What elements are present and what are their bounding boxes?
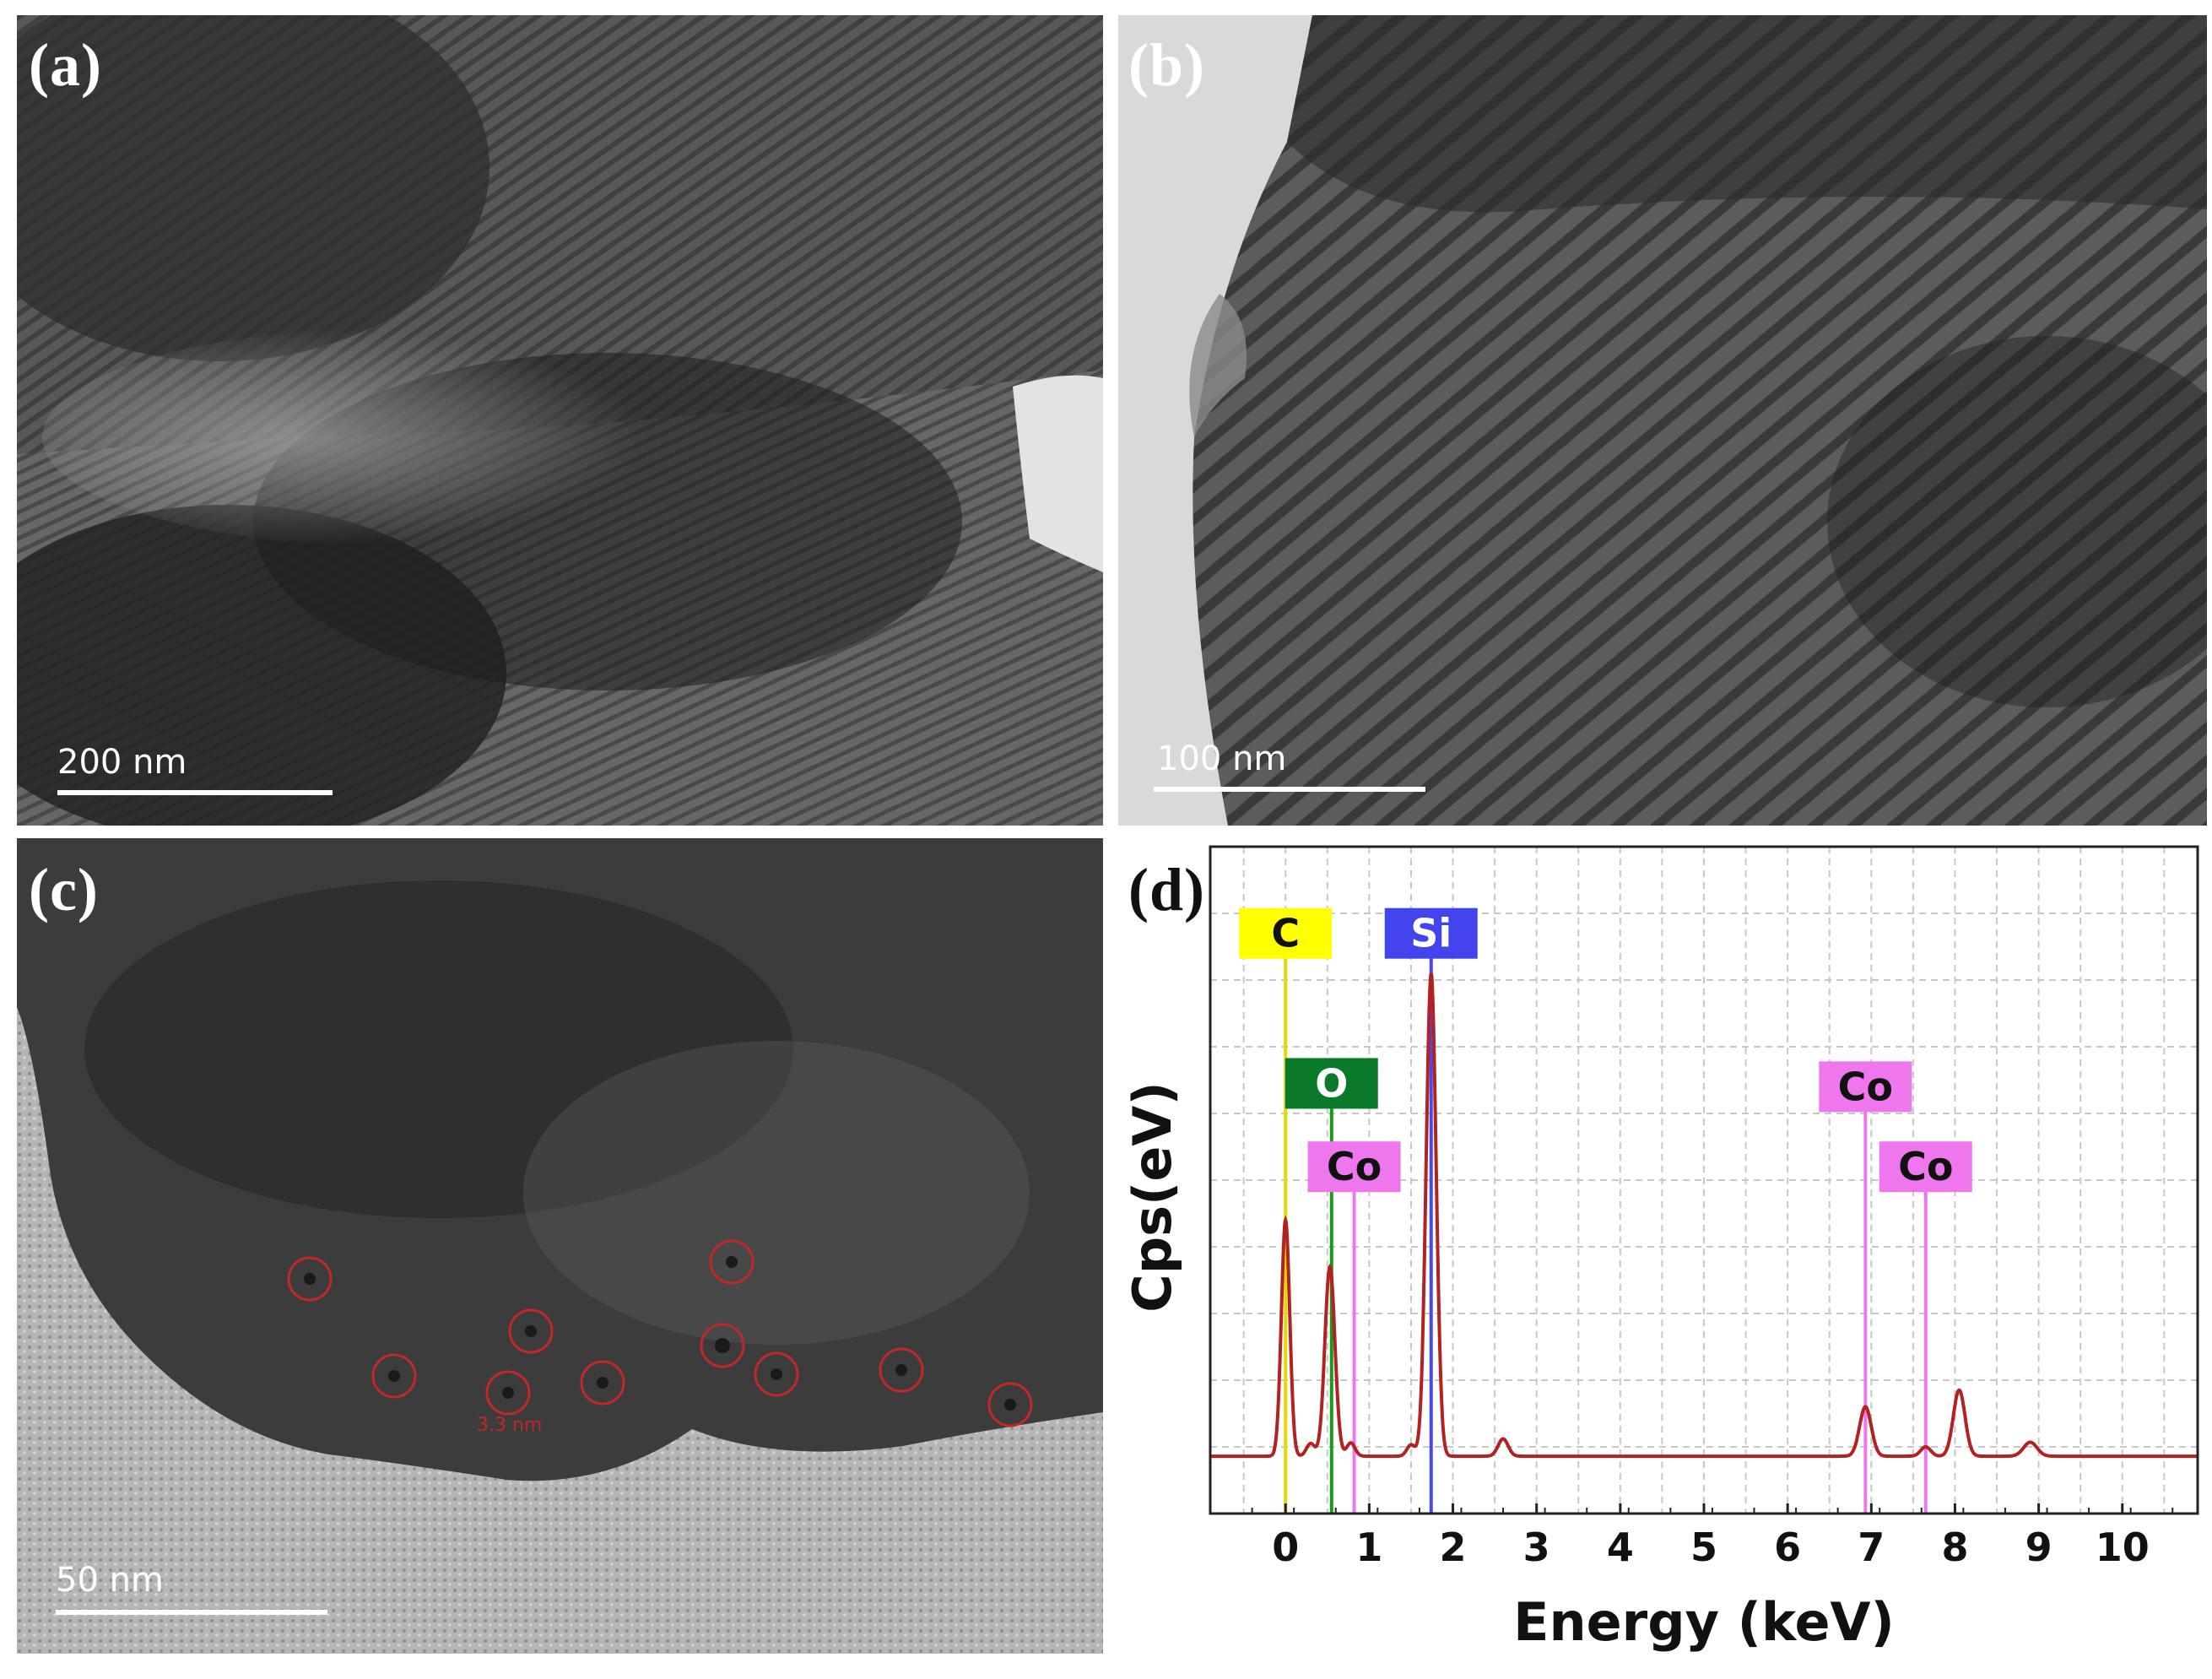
spectrum-series-line: [1210, 972, 2198, 1459]
x-tick-label: 5: [1690, 1525, 1717, 1570]
tem-image-b: (b) 100 nm: [1118, 15, 2207, 826]
x-tick-label: 8: [1941, 1525, 1968, 1570]
element-label-co: Co: [1898, 1144, 1953, 1189]
panel-label-d: (d): [1128, 856, 1205, 923]
element-label-co: Co: [1327, 1144, 1382, 1189]
x-tick-label: 10: [2096, 1525, 2150, 1570]
panel-label-a: (a): [29, 31, 102, 99]
scale-label-b: 100 nm: [1157, 739, 1287, 778]
tem-micrograph-a: [17, 15, 1103, 826]
element-label-box-co: [1307, 1141, 1401, 1193]
scale-bar-a: [57, 790, 333, 795]
x-tick-label: 1: [1355, 1525, 1382, 1570]
element-label-si: Si: [1410, 911, 1452, 956]
tem-image-a: (a) 200 nm: [17, 15, 1103, 826]
element-label-box-c: [1239, 907, 1333, 959]
tem-image-c: 3.3 nm (c) 50 nm: [17, 838, 1103, 1654]
x-tick-label: 9: [2025, 1525, 2052, 1570]
element-label-box-o: [1284, 1058, 1378, 1109]
eds-spectrum-panel: (d) C Si O Co Co Co 0 1 2 3 4 5 6 7 8 9 10 Energy (keV)…: [1120, 838, 2212, 1679]
scale-bar-c: [56, 1610, 327, 1615]
panel-label-b: (b): [1128, 31, 1205, 99]
x-tick-label: 0: [1272, 1525, 1299, 1570]
element-label-c: C: [1271, 911, 1300, 956]
element-label-o: O: [1315, 1060, 1348, 1106]
panel-label-c: (c): [29, 856, 99, 923]
tem-micrograph-c: [17, 838, 1103, 1654]
scale-label-a: 200 nm: [57, 743, 187, 782]
x-axis-title: Energy (keV): [1513, 1591, 1895, 1653]
scale-bar-b: [1154, 787, 1425, 792]
element-label-box-co: [1879, 1141, 1972, 1193]
x-tick-label: 7: [1858, 1525, 1885, 1570]
tem-micrograph-b: [1118, 15, 2207, 826]
element-label-box-co: [1819, 1061, 1912, 1113]
element-label-box-si: [1384, 907, 1478, 959]
y-axis-title: Cps(eV): [1122, 1081, 1183, 1313]
x-tick-label: 6: [1774, 1525, 1801, 1570]
element-label-co: Co: [1838, 1064, 1893, 1109]
scale-label-c: 50 nm: [56, 1561, 164, 1600]
x-tick-label: 3: [1523, 1525, 1550, 1570]
x-tick-label: 2: [1440, 1525, 1467, 1570]
particle-size-label: 3.3 nm: [477, 1415, 543, 1436]
x-tick-label: 4: [1607, 1525, 1634, 1570]
particle-markers: [287, 1239, 1033, 1427]
